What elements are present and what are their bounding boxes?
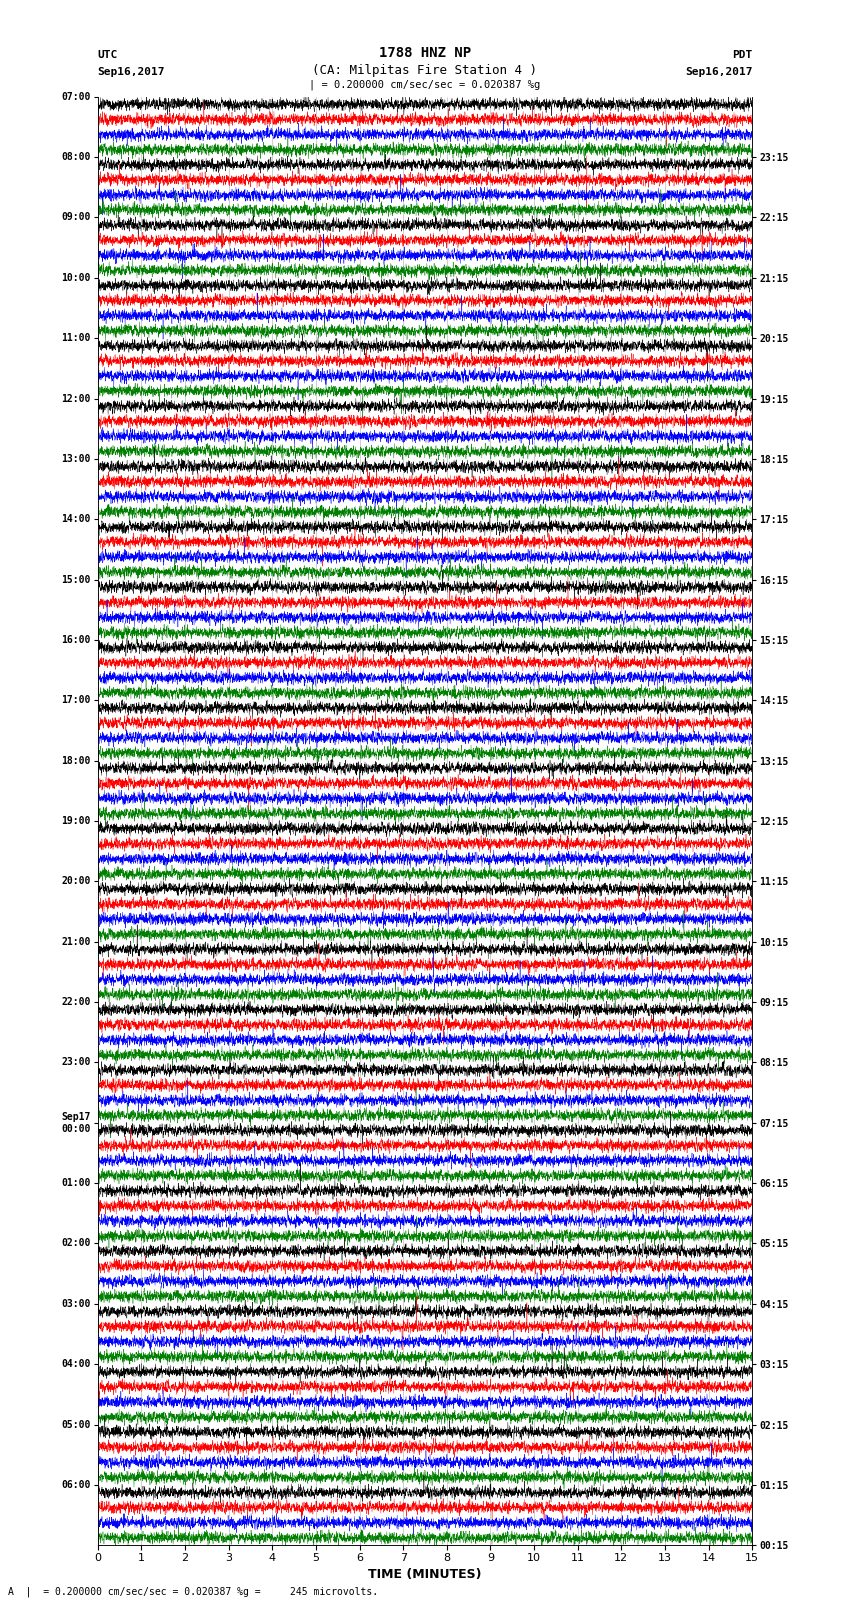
Text: 1788 HNZ NP: 1788 HNZ NP xyxy=(379,47,471,60)
Text: Sep16,2017: Sep16,2017 xyxy=(98,68,165,77)
Text: A  |  = 0.200000 cm/sec/sec = 0.020387 %g =     245 microvolts.: A | = 0.200000 cm/sec/sec = 0.020387 %g … xyxy=(8,1586,378,1597)
Text: UTC: UTC xyxy=(98,50,118,60)
Text: | = 0.200000 cm/sec/sec = 0.020387 %g: | = 0.200000 cm/sec/sec = 0.020387 %g xyxy=(309,79,541,90)
X-axis label: TIME (MINUTES): TIME (MINUTES) xyxy=(368,1568,482,1581)
Text: Sep16,2017: Sep16,2017 xyxy=(685,68,752,77)
Text: PDT: PDT xyxy=(732,50,752,60)
Text: (CA: Milpitas Fire Station 4 ): (CA: Milpitas Fire Station 4 ) xyxy=(313,65,537,77)
